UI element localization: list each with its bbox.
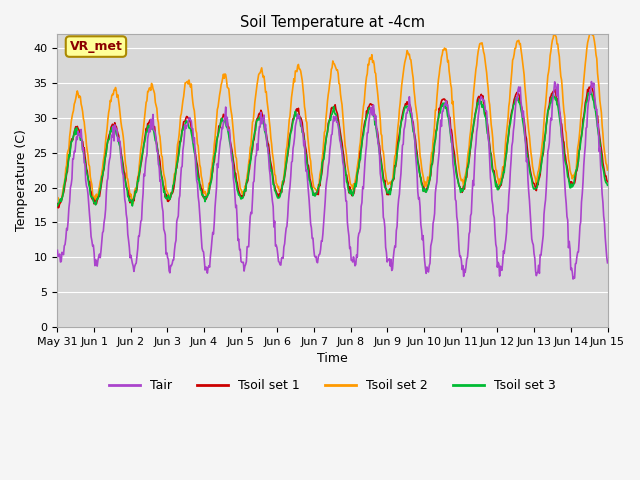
Tair bbox=[120, 183, 128, 189]
Tsoil set 2 bbox=[587, 25, 595, 31]
Tsoil set 2 bbox=[416, 153, 424, 158]
Tsoil set 3 bbox=[177, 137, 184, 143]
X-axis label: Time: Time bbox=[317, 352, 348, 365]
Tsoil set 1 bbox=[604, 179, 611, 185]
Tair bbox=[415, 195, 423, 201]
Line: Tsoil set 3: Tsoil set 3 bbox=[58, 92, 607, 206]
Tsoil set 1 bbox=[54, 205, 62, 211]
Tsoil set 3 bbox=[588, 89, 595, 95]
Tsoil set 2 bbox=[121, 153, 129, 158]
Tsoil set 2 bbox=[64, 148, 72, 154]
Tsoil set 1 bbox=[121, 170, 129, 176]
Tair bbox=[205, 263, 212, 269]
Tsoil set 1 bbox=[177, 139, 184, 145]
Tsoil set 1 bbox=[64, 159, 72, 165]
Tsoil set 1 bbox=[416, 174, 424, 180]
Tsoil set 2 bbox=[400, 64, 408, 70]
Tsoil set 2 bbox=[177, 113, 184, 119]
Tair bbox=[604, 260, 611, 266]
Line: Tair: Tair bbox=[58, 82, 607, 279]
Tsoil set 1 bbox=[54, 201, 61, 206]
Tair bbox=[569, 276, 577, 282]
Tsoil set 3 bbox=[120, 174, 128, 180]
Line: Tsoil set 1: Tsoil set 1 bbox=[58, 85, 607, 208]
Tsoil set 3 bbox=[400, 108, 408, 114]
Tsoil set 3 bbox=[206, 183, 214, 189]
Legend: Tair, Tsoil set 1, Tsoil set 2, Tsoil set 3: Tair, Tsoil set 1, Tsoil set 2, Tsoil se… bbox=[104, 374, 561, 397]
Tsoil set 2 bbox=[54, 194, 61, 200]
Tsoil set 3 bbox=[54, 203, 61, 209]
Tair bbox=[399, 142, 407, 147]
Title: Soil Temperature at -4cm: Soil Temperature at -4cm bbox=[240, 15, 425, 30]
Line: Tsoil set 2: Tsoil set 2 bbox=[58, 28, 607, 204]
Tsoil set 1 bbox=[206, 185, 214, 191]
Tsoil set 2 bbox=[206, 183, 214, 189]
Tsoil set 2 bbox=[56, 201, 63, 207]
Tsoil set 3 bbox=[604, 182, 611, 188]
Tair bbox=[63, 227, 71, 233]
Tsoil set 2 bbox=[604, 167, 611, 173]
Tair bbox=[176, 193, 184, 199]
Tsoil set 1 bbox=[400, 105, 408, 111]
Y-axis label: Temperature (C): Temperature (C) bbox=[15, 130, 28, 231]
Tsoil set 3 bbox=[129, 203, 136, 209]
Tsoil set 3 bbox=[416, 171, 424, 177]
Tsoil set 3 bbox=[63, 165, 71, 170]
Text: VR_met: VR_met bbox=[70, 40, 122, 53]
Tair bbox=[54, 248, 61, 253]
Tair bbox=[588, 79, 595, 84]
Tsoil set 1 bbox=[588, 83, 595, 88]
